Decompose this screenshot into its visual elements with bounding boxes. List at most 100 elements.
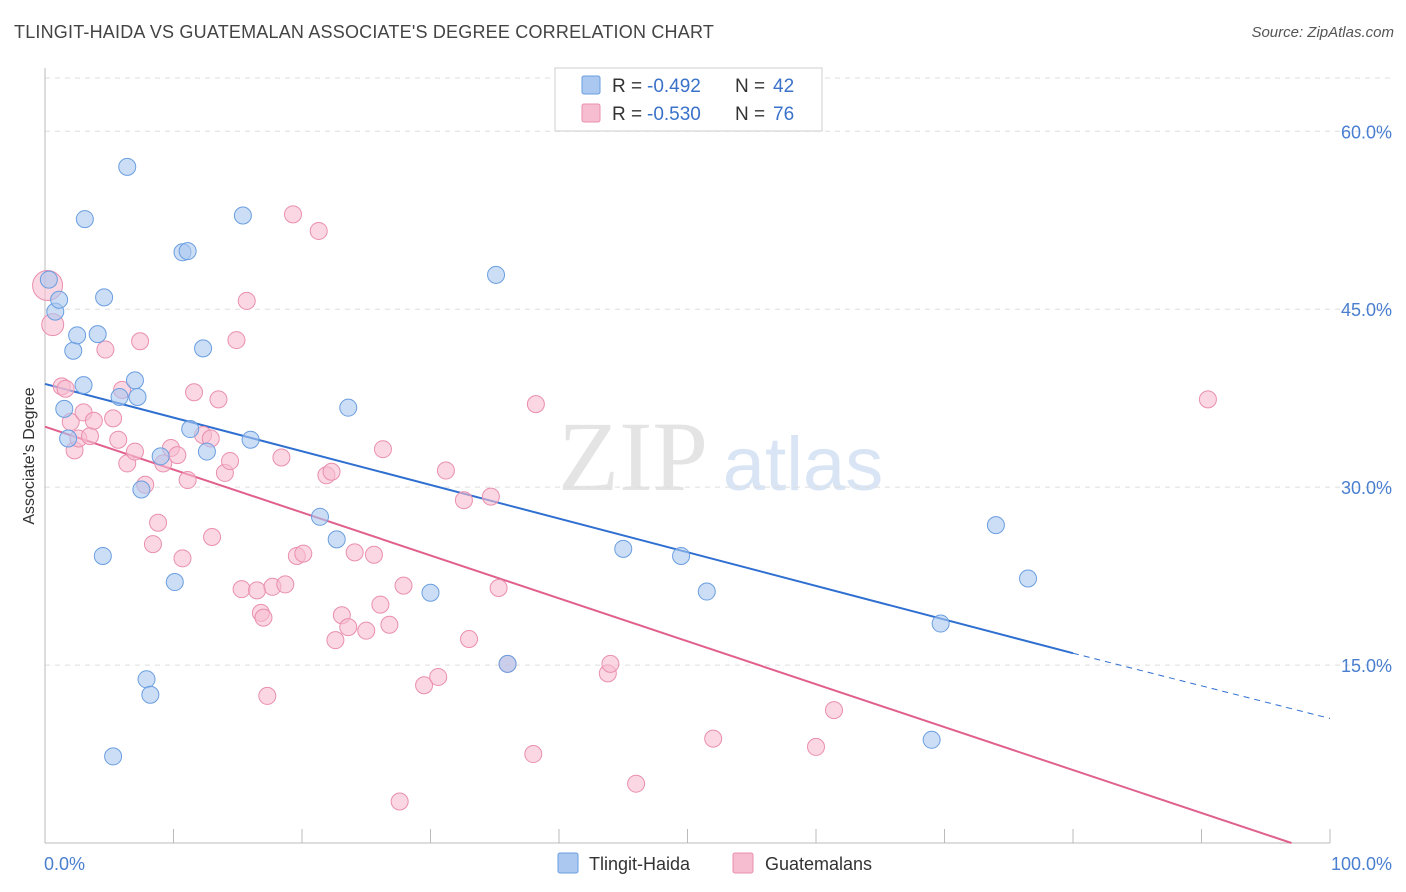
y-tick-label: 45.0% bbox=[1341, 300, 1392, 320]
point-guatemalans bbox=[373, 440, 392, 459]
y-axis-label: Associate's Degree bbox=[21, 387, 38, 524]
point-tlingit-haida bbox=[104, 747, 123, 766]
point-guatemalans bbox=[601, 654, 620, 673]
point-guatemalans bbox=[415, 676, 434, 695]
point-guatemalans bbox=[294, 544, 313, 563]
point-tlingit-haida bbox=[931, 614, 950, 633]
source-label: Source: ZipAtlas.com bbox=[1251, 24, 1394, 41]
trend-line-tlingit-haida-extension bbox=[1072, 652, 1331, 719]
tick-labels: 15.0% 30.0% 45.0% 60.0% 0.0% 100.0% bbox=[44, 122, 1392, 874]
point-guatemalans bbox=[824, 701, 843, 720]
y-tick-label: 60.0% bbox=[1341, 122, 1392, 142]
point-tlingit-haida bbox=[181, 420, 200, 439]
point-tlingit-haida bbox=[241, 430, 260, 449]
point-guatemalans bbox=[143, 535, 162, 554]
point-guatemalans bbox=[104, 409, 123, 428]
point-guatemalans bbox=[96, 340, 115, 359]
legend-box: R = -0.492 N = 42 R = -0.530 N = 76 bbox=[554, 67, 823, 132]
point-tlingit-haida bbox=[75, 210, 94, 229]
point-guatemalans bbox=[454, 491, 473, 510]
point-guatemalans bbox=[272, 448, 291, 467]
point-guatemalans bbox=[704, 729, 723, 748]
point-tlingit-haida bbox=[128, 388, 147, 407]
point-guatemalans bbox=[232, 580, 251, 599]
point-tlingit-haida bbox=[151, 447, 170, 466]
legend-r-label-2: R = bbox=[612, 104, 642, 125]
point-tlingit-haida bbox=[95, 288, 114, 307]
point-guatemalans bbox=[524, 745, 543, 764]
legend-n-value-1: 42 bbox=[773, 76, 794, 97]
point-guatemalans bbox=[84, 411, 103, 430]
point-tlingit-haida bbox=[64, 341, 83, 360]
point-guatemalans bbox=[284, 205, 303, 224]
point-guatemalans bbox=[807, 737, 825, 756]
y-tick-label: 15.0% bbox=[1341, 656, 1392, 676]
point-guatemalans bbox=[309, 221, 328, 240]
point-tlingit-haida bbox=[922, 730, 941, 749]
point-tlingit-haida bbox=[118, 157, 137, 176]
point-guatemalans bbox=[237, 291, 256, 310]
point-guatemalans bbox=[131, 332, 150, 351]
point-guatemalans bbox=[460, 629, 479, 648]
point-tlingit-haida bbox=[498, 654, 517, 673]
point-guatemalans bbox=[322, 462, 341, 481]
point-guatemalans bbox=[364, 545, 383, 564]
point-guatemalans bbox=[178, 471, 197, 490]
point-tlingit-haida bbox=[310, 507, 329, 526]
point-guatemalans bbox=[248, 581, 267, 600]
point-tlingit-haida bbox=[125, 371, 144, 390]
y-tick-label: 30.0% bbox=[1341, 478, 1392, 498]
point-tlingit-haida bbox=[141, 685, 160, 704]
axes bbox=[44, 68, 1331, 844]
chart-title: TLINGIT-HAIDA VS GUATEMALAN ASSOCIATE'S … bbox=[14, 22, 715, 42]
legend-n-label-2: N = bbox=[735, 104, 765, 125]
legend-r-value-2: -0.530 bbox=[647, 104, 701, 125]
grid bbox=[45, 77, 1393, 666]
point-guatemalans bbox=[627, 774, 646, 793]
point-tlingit-haida bbox=[178, 242, 197, 261]
point-tlingit-haida bbox=[88, 325, 107, 344]
point-guatemalans bbox=[526, 395, 545, 414]
point-guatemalans bbox=[489, 578, 508, 597]
point-tlingit-haida bbox=[421, 583, 440, 602]
point-tlingit-haida bbox=[672, 546, 691, 565]
bottom-legend-label-guatemalan: Guatemalans bbox=[765, 854, 872, 874]
point-guatemalans bbox=[326, 631, 345, 650]
trend-line-tlingit-haida bbox=[44, 382, 1074, 655]
point-tlingit-haida bbox=[39, 270, 58, 289]
point-tlingit-haida bbox=[110, 388, 129, 407]
bottom-legend: Tlingit-Haida Guatemalans bbox=[557, 852, 872, 874]
point-tlingit-haida bbox=[165, 573, 184, 592]
point-guatemalans bbox=[390, 792, 409, 811]
point-tlingit-haida bbox=[697, 582, 716, 601]
point-tlingit-haida bbox=[1019, 569, 1038, 588]
point-tlingit-haida bbox=[59, 429, 78, 448]
point-guatemalans bbox=[339, 618, 358, 637]
point-guatemalans bbox=[394, 576, 413, 595]
point-guatemalans bbox=[185, 383, 204, 402]
point-guatemalans bbox=[173, 549, 192, 568]
legend-swatch-guatemalan bbox=[581, 103, 601, 123]
point-guatemalans bbox=[436, 461, 455, 480]
point-tlingit-haida bbox=[986, 516, 1005, 535]
legend-n-label-1: N = bbox=[735, 76, 765, 97]
point-guatemalans bbox=[149, 513, 168, 532]
point-tlingit-haida bbox=[55, 399, 74, 418]
point-tlingit-haida bbox=[614, 539, 633, 558]
trend-line-guatemalans bbox=[44, 425, 1292, 844]
point-tlingit-haida bbox=[194, 339, 213, 358]
scatter-points bbox=[32, 157, 1217, 811]
point-guatemalans bbox=[258, 686, 277, 705]
point-guatemalans bbox=[209, 390, 228, 409]
point-guatemalans bbox=[481, 487, 500, 506]
point-guatemalans bbox=[380, 615, 399, 634]
trend-lines bbox=[44, 382, 1331, 844]
point-tlingit-haida bbox=[487, 265, 506, 284]
point-guatemalans bbox=[345, 543, 364, 562]
x-tick-label: 100.0% bbox=[1331, 854, 1392, 874]
point-tlingit-haida bbox=[68, 326, 87, 345]
bottom-legend-label-tlingit: Tlingit-Haida bbox=[589, 854, 691, 874]
point-guatemalans bbox=[221, 452, 240, 471]
point-guatemalans bbox=[203, 527, 222, 546]
